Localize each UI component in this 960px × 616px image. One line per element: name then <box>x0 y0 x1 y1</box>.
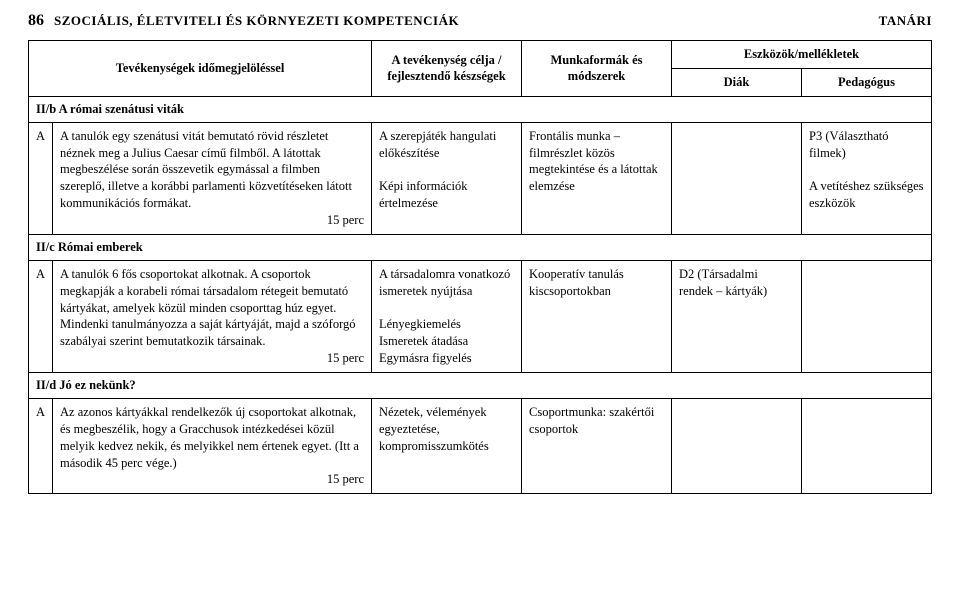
section-d-teacher <box>802 398 932 493</box>
section-c-student: D2 (Társadalmi rendek – kártyák) <box>672 260 802 372</box>
section-d-header: II/d Jó ez nekünk? <box>29 373 932 399</box>
table-head-row-1: Tevékenységek időmegjelöléssel A tevéken… <box>29 41 932 69</box>
section-c-title: II/c Római emberek <box>29 234 932 260</box>
section-c-purpose: A társadalomra vonatkozó ismeretek nyújt… <box>372 260 522 372</box>
section-d-idx: A <box>29 398 53 493</box>
section-b-row: A A tanulók egy szenátusi vitát bemutató… <box>29 122 932 234</box>
section-c-idx: A <box>29 260 53 372</box>
main-table: Tevékenységek időmegjelöléssel A tevéken… <box>28 40 932 494</box>
section-d-methods: Csoportmunka: szakértői csoportok <box>522 398 672 493</box>
section-b-time: 15 perc <box>60 212 364 229</box>
section-d-purpose: Nézetek, vélemények egyeztetése, komprom… <box>372 398 522 493</box>
section-b-purpose-a: A szerepjáték hangulati előkészítése <box>379 128 514 162</box>
section-c-purpose-c: Ismeretek átadása <box>379 333 514 350</box>
th-methods: Munkaformák és módszerek <box>522 41 672 97</box>
section-c-purpose-a: A társadalomra vonatkozó ismeretek nyújt… <box>379 266 514 300</box>
section-d-time: 15 perc <box>60 471 364 488</box>
section-c-row: A A tanulók 6 fős csoportokat alkotnak. … <box>29 260 932 372</box>
section-b-teacher-a: P3 (Választható filmek) <box>809 128 924 162</box>
section-b-teacher: P3 (Választható filmek) A vetítéshez szü… <box>802 122 932 234</box>
section-c-purpose-d: Egymásra figyelés <box>379 350 514 367</box>
page-number: 86 <box>28 12 44 30</box>
th-student: Diák <box>672 68 802 96</box>
section-d-activity: Az azonos kártyákkal rendelkezők új csop… <box>53 398 372 493</box>
section-d-student <box>672 398 802 493</box>
section-b-activity-text: A tanulók egy szenátusi vitát bemutató r… <box>60 129 352 211</box>
th-activities: Tevékenységek időmegjelöléssel <box>29 41 372 97</box>
section-d-row: A Az azonos kártyákkal rendelkezők új cs… <box>29 398 932 493</box>
section-c-methods: Kooperatív tanulás kiscsoportokban <box>522 260 672 372</box>
th-tools-group: Eszközök/mellékletek <box>672 41 932 69</box>
section-b-activity: A tanulók egy szenátusi vitát bemutató r… <box>53 122 372 234</box>
section-b-teacher-b: A vetítéshez szükséges eszközök <box>809 178 924 212</box>
page-container: 86 SZOCIÁLIS, ÉLETVITELI ÉS KÖRNYEZETI K… <box>0 0 960 494</box>
section-b-title: II/b A római szenátusi viták <box>29 96 932 122</box>
page-header: 86 SZOCIÁLIS, ÉLETVITELI ÉS KÖRNYEZETI K… <box>28 12 932 30</box>
th-teacher: Pedagógus <box>802 68 932 96</box>
section-b-methods: Frontális munka – filmrészlet közös megt… <box>522 122 672 234</box>
section-d-activity-text: Az azonos kártyákkal rendelkezők új csop… <box>60 405 359 470</box>
section-b-purpose-b: Képi információk értelmezése <box>379 178 514 212</box>
section-c-header: II/c Római emberek <box>29 234 932 260</box>
header-title-left: SZOCIÁLIS, ÉLETVITELI ÉS KÖRNYEZETI KOMP… <box>54 13 459 29</box>
section-b-idx: A <box>29 122 53 234</box>
section-c-teacher <box>802 260 932 372</box>
section-b-student <box>672 122 802 234</box>
section-b-purpose: A szerepjáték hangulati előkészítése Kép… <box>372 122 522 234</box>
section-c-activity-text: A tanulók 6 fős csoportokat alkotnak. A … <box>60 267 356 349</box>
section-c-purpose-b: Lényegkiemelés <box>379 316 514 333</box>
section-b-header: II/b A római szenátusi viták <box>29 96 932 122</box>
header-left: 86 SZOCIÁLIS, ÉLETVITELI ÉS KÖRNYEZETI K… <box>28 12 459 30</box>
section-c-time: 15 perc <box>60 350 364 367</box>
th-purpose: A tevékenység célja / fejlesztendő készs… <box>372 41 522 97</box>
section-c-activity: A tanulók 6 fős csoportokat alkotnak. A … <box>53 260 372 372</box>
section-d-title: II/d Jó ez nekünk? <box>29 373 932 399</box>
header-title-right: TANÁRI <box>879 13 932 29</box>
